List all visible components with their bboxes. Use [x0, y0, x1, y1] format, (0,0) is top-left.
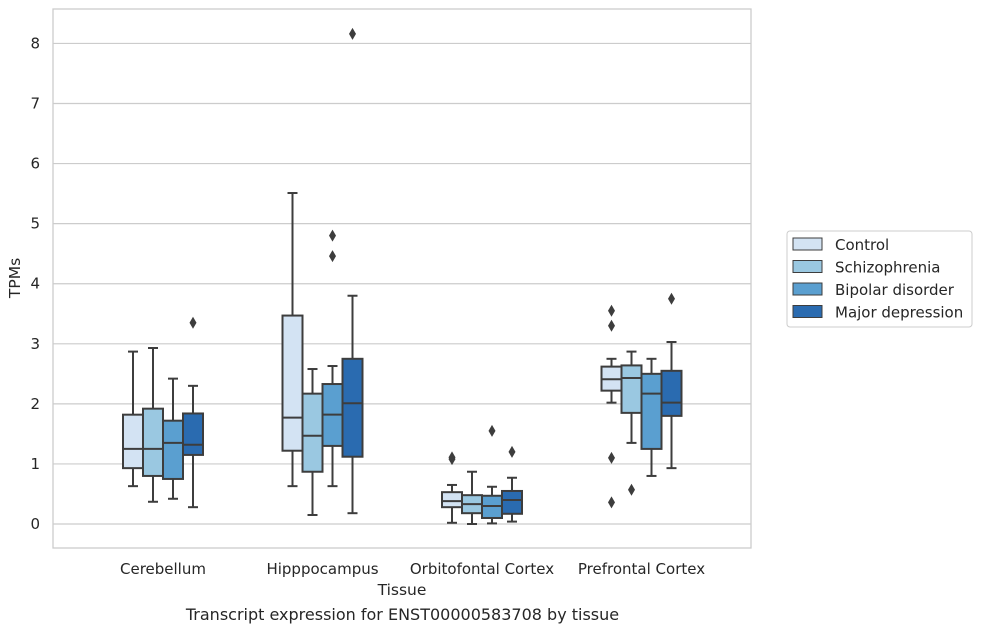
y-tick-label: 4 [30, 275, 40, 293]
box-2-2 [481, 424, 503, 525]
box-body [501, 489, 523, 515]
box-0-3 [600, 304, 623, 509]
box-3-2 [501, 445, 523, 523]
y-tick-label: 2 [30, 395, 40, 413]
outlier-point [608, 451, 615, 464]
y-axis-label: TPMs [6, 258, 24, 299]
outlier-point [329, 250, 336, 263]
box-body [620, 364, 643, 414]
y-tick-label: 7 [30, 95, 40, 113]
y-tick-label: 8 [30, 34, 40, 52]
box-body [281, 314, 304, 452]
box-body [182, 412, 204, 456]
figure-caption: Transcript expression for ENST0000058370… [185, 605, 620, 624]
legend-frame [786, 230, 973, 328]
box-series [122, 27, 683, 525]
legend-swatch [792, 260, 823, 273]
legend-swatch [792, 282, 823, 296]
outlier-point [189, 316, 197, 329]
box-2-3 [640, 357, 663, 477]
box-2-0 [162, 377, 184, 500]
y-tick-label: 6 [30, 155, 40, 173]
box-0-2 [441, 451, 463, 524]
x-tick-label: Prefrontal Cortex [578, 560, 705, 578]
legend-swatch [792, 305, 823, 318]
box-1-1 [301, 368, 324, 516]
outlier-point [488, 424, 496, 437]
x-tick-label: Cerebellum [120, 560, 206, 578]
legend: Control Schizophrenia Bipolar disorder Majo… [786, 230, 973, 328]
x-tick-label: Hipppocampus [266, 560, 378, 578]
legend-label: Bipolar disorder [835, 281, 955, 299]
box-1-0 [142, 346, 164, 503]
box-3-0 [182, 316, 204, 509]
outlier-point [508, 445, 516, 458]
legend-label: Schizophrenia [835, 259, 940, 277]
box-2-1 [321, 229, 344, 488]
outlier-point [329, 229, 336, 242]
outlier-point [448, 451, 456, 464]
box-1-2 [461, 470, 483, 525]
legend-swatch [792, 237, 823, 251]
box-3-1 [341, 27, 364, 515]
box-3-3 [660, 292, 683, 470]
outlier-point [608, 319, 615, 332]
outlier-point [608, 496, 615, 509]
outlier-point [628, 483, 635, 496]
y-tick-label: 5 [30, 215, 40, 233]
legend-label: Major depression [835, 304, 963, 322]
box-body [640, 372, 663, 450]
box-body [441, 491, 463, 509]
box-0-0 [122, 350, 144, 488]
box-body [122, 413, 144, 470]
box-1-3 [620, 350, 643, 496]
box-0-1 [281, 192, 304, 488]
box-body [301, 392, 324, 473]
outlier-point [668, 292, 675, 305]
outlier-point [349, 27, 356, 40]
y-tick-label: 3 [30, 335, 40, 353]
box-body [162, 419, 184, 480]
y-tick-label: 0 [30, 515, 40, 533]
outlier-point [608, 304, 615, 317]
box-body [660, 369, 683, 417]
plot-frame [52, 8, 752, 549]
legend-label: Control [835, 236, 889, 254]
y-tick-labels: 0 1 2 3 4 5 6 7 8 [30, 34, 40, 533]
y-tick-label: 1 [30, 455, 40, 473]
box-body [341, 357, 364, 458]
x-axis-label: Tissue [377, 581, 427, 599]
x-tick-label: Orbitofontal Cortex [410, 560, 554, 578]
x-tick-labels: Cerebellum Hipppocampus Orbitofontal Corte… [120, 560, 705, 578]
box-body [142, 407, 164, 477]
